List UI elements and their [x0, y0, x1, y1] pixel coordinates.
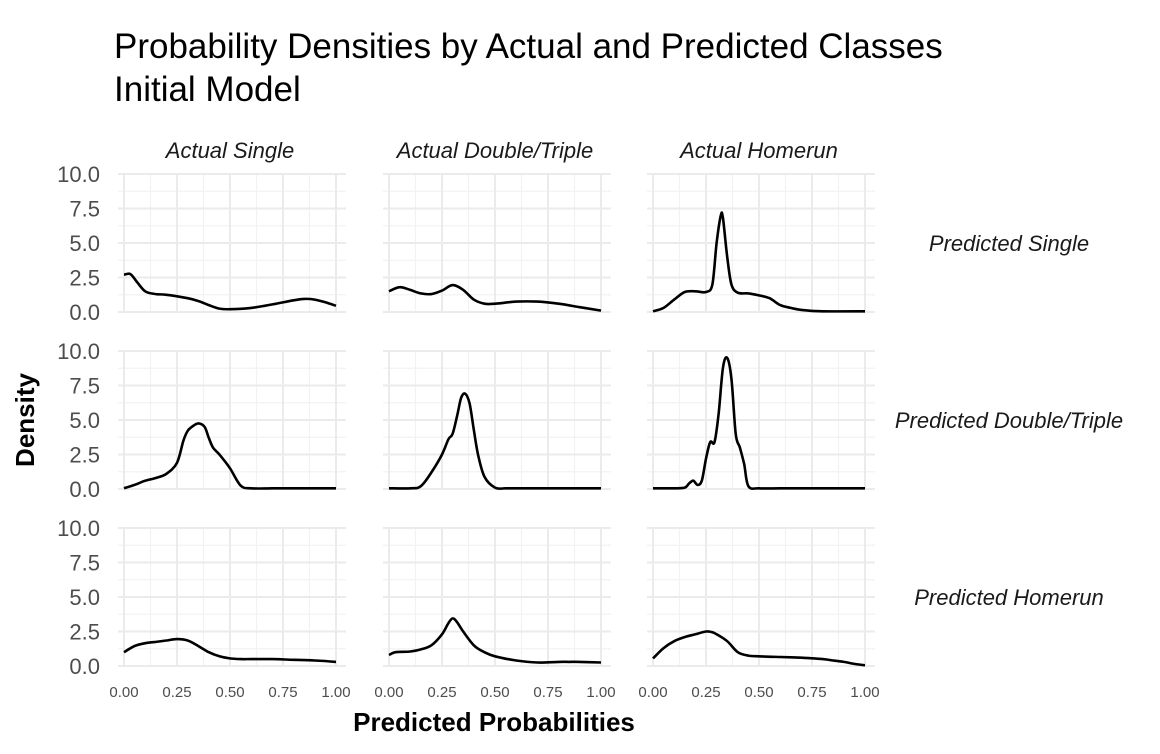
y-tick-label: 0.0 [69, 477, 100, 502]
y-tick-label: 5.0 [69, 408, 100, 433]
strip-label-predicted-double-triple: Predicted Double/Triple [895, 408, 1123, 433]
density-curve [123, 422, 336, 490]
panel-predicted-double-triple-actual-single [118, 350, 346, 490]
strip-label-predicted-single: Predicted Single [929, 231, 1089, 256]
panel-predicted-homerun-actual-homerun [647, 527, 875, 667]
density-curve [388, 617, 602, 664]
x-axis-label: Predicted Probabilities [353, 707, 635, 737]
y-tick-label: 10.0 [57, 339, 100, 364]
y-tick-label: 7.5 [69, 197, 100, 222]
x-tick-label: 1.00 [850, 684, 879, 701]
panel-predicted-single-actual-homerun [647, 173, 875, 313]
x-tick-label: 1.00 [321, 684, 350, 701]
chart-title: Probability Densities by Actual and Pred… [114, 27, 943, 66]
y-tick-label: 0.0 [69, 654, 100, 679]
panel-predicted-single-actual-single [118, 173, 346, 313]
y-tick-label: 2.5 [69, 443, 100, 468]
x-tick-label: 1.00 [586, 684, 615, 701]
density-curve [652, 211, 866, 313]
y-axis-label: Density [10, 373, 40, 467]
x-tick-label: 0.25 [427, 684, 456, 701]
strip-label-actual-homerun: Actual Homerun [678, 138, 838, 163]
y-tick-label: 7.5 [69, 551, 100, 576]
x-tick-label: 0.75 [533, 684, 562, 701]
x-tick-label: 0.50 [480, 684, 509, 701]
y-tick-label: 10.0 [57, 516, 100, 541]
strip-label-predicted-homerun: Predicted Homerun [914, 585, 1104, 610]
x-tick-label: 0.50 [215, 684, 244, 701]
density-curve [652, 356, 865, 490]
facet-panels: Actual Single Actual Double/Triple Actual … [57, 138, 1123, 701]
x-tick-label: 0.00 [638, 684, 667, 701]
y-tick-label: 10.0 [57, 162, 100, 187]
density-curve [123, 637, 337, 664]
x-tick-label: 0.50 [744, 684, 773, 701]
x-tick-label: 0.75 [797, 684, 826, 701]
density-curve [652, 630, 866, 667]
x-tick-label: 0.25 [691, 684, 720, 701]
x-tick-label: 0.00 [109, 684, 138, 701]
panel-predicted-homerun-actual-double-triple [383, 527, 611, 667]
panel-predicted-double-triple-actual-homerun [647, 350, 875, 490]
y-tick-label: 5.0 [69, 231, 100, 256]
y-tick-label: 7.5 [69, 374, 100, 399]
panel-predicted-single-actual-double-triple [383, 173, 611, 313]
y-tick-label: 2.5 [69, 266, 100, 291]
density-curve [388, 283, 602, 312]
density-curve [388, 392, 601, 490]
strip-label-actual-double-triple: Actual Double/Triple [395, 138, 593, 163]
y-tick-label: 5.0 [69, 585, 100, 610]
density-curve [123, 272, 337, 311]
strip-label-actual-single: Actual Single [164, 138, 294, 163]
y-tick-label: 0.0 [69, 300, 100, 325]
x-tick-label: 0.00 [374, 684, 403, 701]
x-tick-label: 0.25 [162, 684, 191, 701]
panel-predicted-homerun-actual-single [118, 527, 346, 667]
panel-predicted-double-triple-actual-double-triple [383, 350, 611, 490]
x-tick-label: 0.75 [268, 684, 297, 701]
y-tick-label: 2.5 [69, 620, 100, 645]
chart-subtitle: Initial Model [114, 70, 301, 109]
